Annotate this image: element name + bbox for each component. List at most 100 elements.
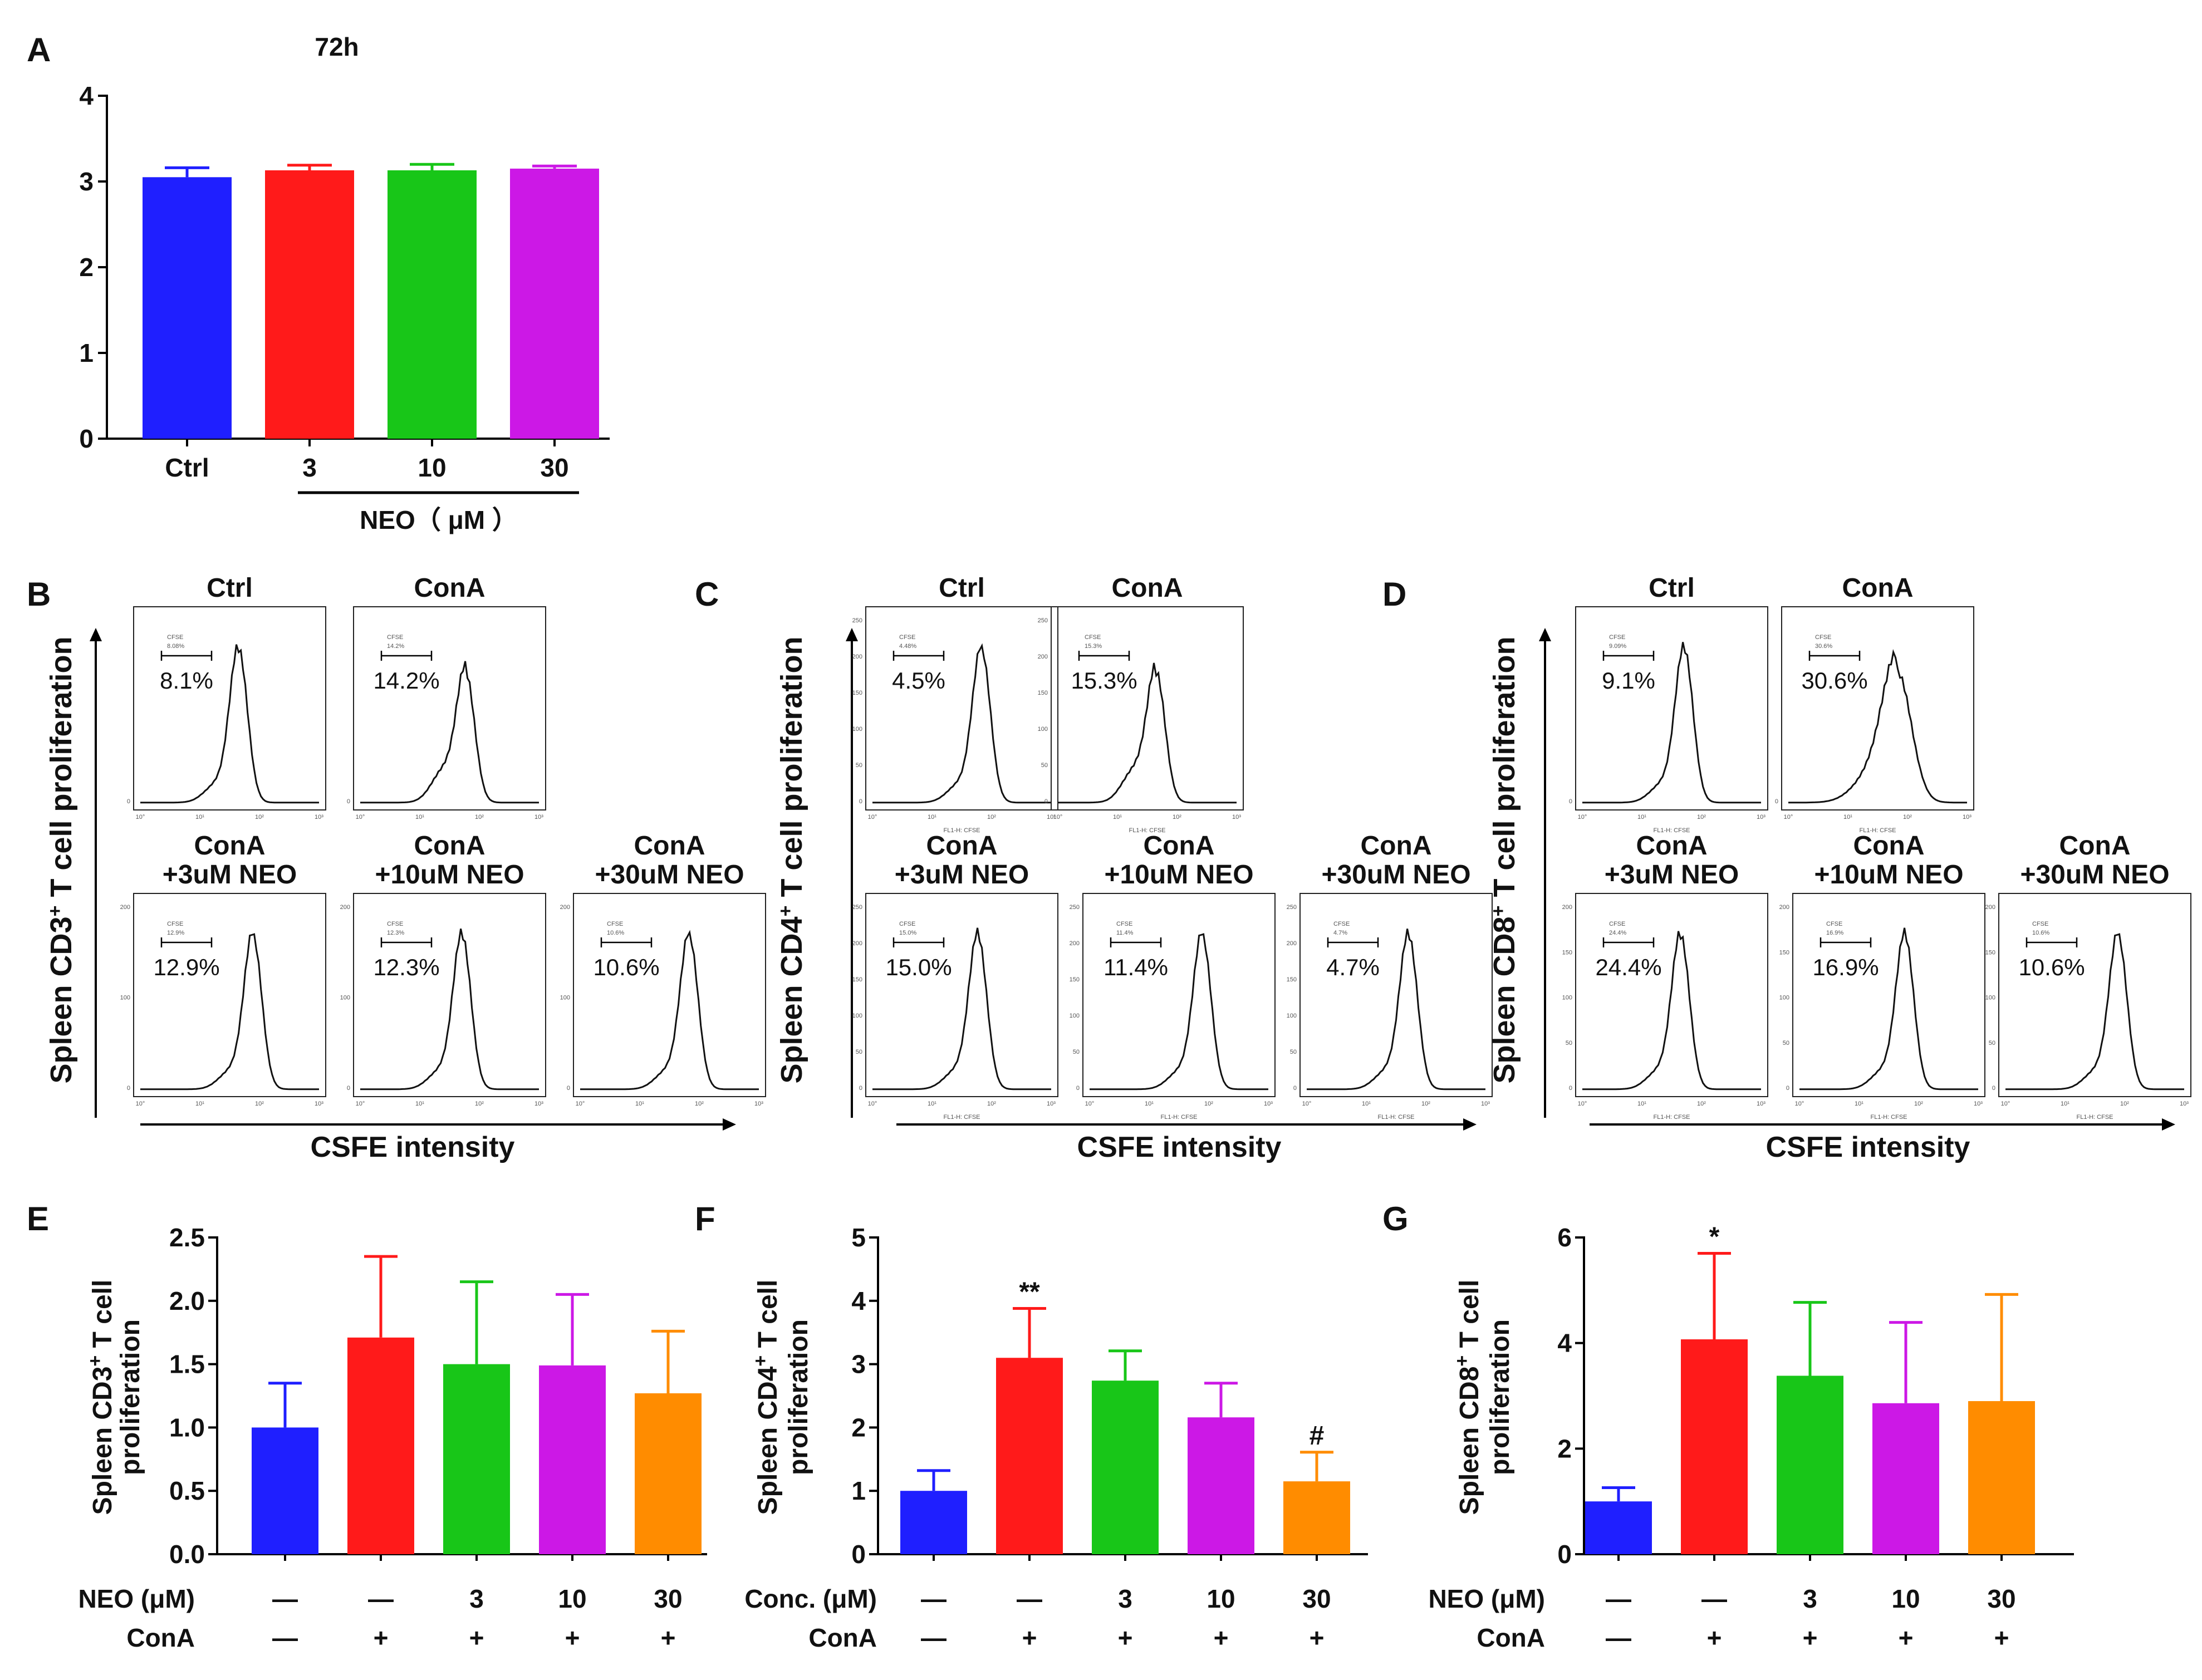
histogram-ytick: 250 [1038, 617, 1048, 624]
bar-y-label-line2: proliferation [784, 1319, 813, 1475]
histogram-xtick: 10¹ [1145, 1101, 1154, 1107]
histogram-title: ConA [634, 831, 705, 861]
histogram-ytick: 0 [1569, 1085, 1572, 1092]
row2-value: + [1118, 1623, 1133, 1652]
histogram-ytick: 200 [1562, 904, 1572, 911]
histogram-ytick: 0 [347, 1085, 350, 1092]
row1-value: 3 [469, 1584, 484, 1613]
histogram-xtick: 10° [1085, 1101, 1095, 1107]
bar [539, 1365, 606, 1554]
flow-x-label: CSFE intensity [311, 1131, 515, 1163]
gate-percent: 8.1% [160, 667, 213, 694]
histogram-ytick: 0 [1992, 1085, 1995, 1092]
histogram-ytick: 0 [127, 798, 130, 805]
row2-value: + [1899, 1623, 1914, 1652]
flow-y-label: Spleen CD8+ T cell proliferation [1488, 636, 1521, 1083]
bar [1188, 1417, 1254, 1554]
gate-percent-small: 4.7% [1333, 930, 1347, 936]
row2-value: + [374, 1623, 389, 1652]
row1-label: NEO (μM) [78, 1584, 195, 1613]
bar [1777, 1376, 1843, 1554]
histogram-curve [1582, 931, 1761, 1090]
bar-ytick-label: 1 [851, 1476, 866, 1505]
flow-x-label: CSFE intensity [1766, 1131, 1970, 1163]
histogram-xtick: 10° [136, 1101, 145, 1107]
histogram-frame [1781, 606, 1974, 810]
panelA-ytick-label: 0 [79, 424, 94, 453]
bar-ytick-label: 0.0 [169, 1540, 205, 1569]
gate-percent: 10.6% [2018, 954, 2085, 980]
row2-value: + [1214, 1623, 1229, 1652]
histogram-title: ConA [1636, 831, 1708, 861]
flow-histogram: 0 50 100 150 200 10° 10¹ 10² 10³ FL1-H: CFSE CFSE 1… [1985, 831, 2191, 1121]
histogram-xtick: 10³ [1757, 814, 1765, 821]
histogram-ytick: 250 [1070, 904, 1080, 911]
row2-value: — [272, 1623, 298, 1652]
histogram-xtick: 10³ [1264, 1101, 1273, 1107]
histogram-xtick: 10² [1173, 814, 1181, 821]
histogram-subtitle: +30uM NEO [2020, 860, 2169, 890]
histogram-title: ConA [194, 831, 266, 861]
histogram-ytick: 100 [120, 995, 130, 1001]
histogram-ytick: 200 [852, 940, 862, 947]
row1-value: 3 [1118, 1584, 1132, 1613]
histogram-subtitle: +10uM NEO [1814, 860, 1963, 890]
histogram-xtick: 10³ [534, 814, 543, 821]
histogram-ytick: 0 [1786, 1085, 1789, 1092]
histogram-xtick: 10° [1053, 814, 1063, 821]
row2-value: + [1022, 1623, 1037, 1652]
bar [635, 1393, 702, 1554]
flow-histogram: 0 50 100 150 200 250 10° 10¹ 10² 10³ FL1-H: CFSE CF… [1038, 573, 1244, 834]
gate-percent: 10.6% [593, 954, 659, 980]
histogram-ytick: 100 [1562, 995, 1572, 1001]
histogram-xtick: 10² [255, 1101, 264, 1107]
histogram-axis-label: FL1-H: CFSE [1653, 1114, 1690, 1121]
histogram-xtick: 10² [1697, 1101, 1706, 1107]
histogram-subtitle: +3uM NEO [163, 860, 297, 890]
row1-value: 30 [1302, 1584, 1331, 1613]
histogram-subtitle: +10uM NEO [1104, 860, 1253, 890]
histogram-xtick: 10² [987, 814, 996, 821]
row1-value: — [368, 1584, 394, 1613]
gate-percent-small: 10.6% [2032, 930, 2049, 936]
gate-label: CFSE [387, 634, 403, 641]
panelA-ytick-label: 4 [79, 81, 94, 110]
histogram-curve [580, 930, 759, 1090]
histogram-xtick: 10² [695, 1101, 704, 1107]
histogram-title: Ctrl [939, 573, 985, 603]
histogram-ytick: 200 [852, 654, 862, 660]
gate-label: CFSE [607, 921, 623, 927]
gate-label: CFSE [1085, 634, 1101, 641]
histogram-curve [140, 933, 319, 1090]
gate-percent: 24.4% [1595, 954, 1661, 980]
row1-value: — [1017, 1584, 1042, 1613]
histogram-frame [353, 606, 546, 810]
gate-percent: 14.2% [373, 667, 439, 694]
histogram-xtick: 10³ [754, 1101, 763, 1107]
flow-histogram: 0 10° 10¹ 10² 10³ CFSE 8.08% 8.1% Ctrl [127, 573, 326, 821]
histogram-xtick: 10³ [1047, 814, 1056, 821]
histogram-ytick: 50 [1783, 1040, 1789, 1047]
bar-y-label-line1: Spleen CD3+ T cell [85, 1280, 117, 1515]
histogram-xtick: 10° [1578, 1101, 1587, 1107]
histogram-xtick: 10³ [315, 1101, 323, 1107]
histogram-axis-label: FL1-H: CFSE [1160, 1114, 1197, 1121]
histogram-ytick: 100 [560, 995, 570, 1001]
bar-y-label-line1: Spleen CD4+ T cell [750, 1280, 783, 1515]
gate-percent-small: 16.9% [1826, 930, 1843, 936]
histogram-ytick: 50 [856, 1049, 862, 1055]
row1-value: 10 [558, 1584, 586, 1613]
gate-percent-small: 4.48% [899, 643, 916, 650]
flow-histogram: 0 10° 10¹ 10² 10³ FL1-H: CFSE CFSE 30.6% 30.6% Co… [1775, 573, 1974, 834]
gate-percent-small: 15.0% [899, 930, 916, 936]
histogram-ytick: 150 [1985, 949, 1995, 956]
flow-x-label: CSFE intensity [1077, 1131, 1282, 1163]
gate-percent: 16.9% [1812, 954, 1879, 980]
gate-label: CFSE [1609, 634, 1625, 641]
histogram-ytick: 0 [859, 1085, 862, 1092]
gate-percent-small: 11.4% [1116, 930, 1134, 936]
bar-ytick-label: 5 [851, 1223, 866, 1252]
histogram-frame [1998, 893, 2191, 1097]
row1-label: NEO (μM) [1428, 1584, 1545, 1613]
bar [1681, 1339, 1748, 1554]
